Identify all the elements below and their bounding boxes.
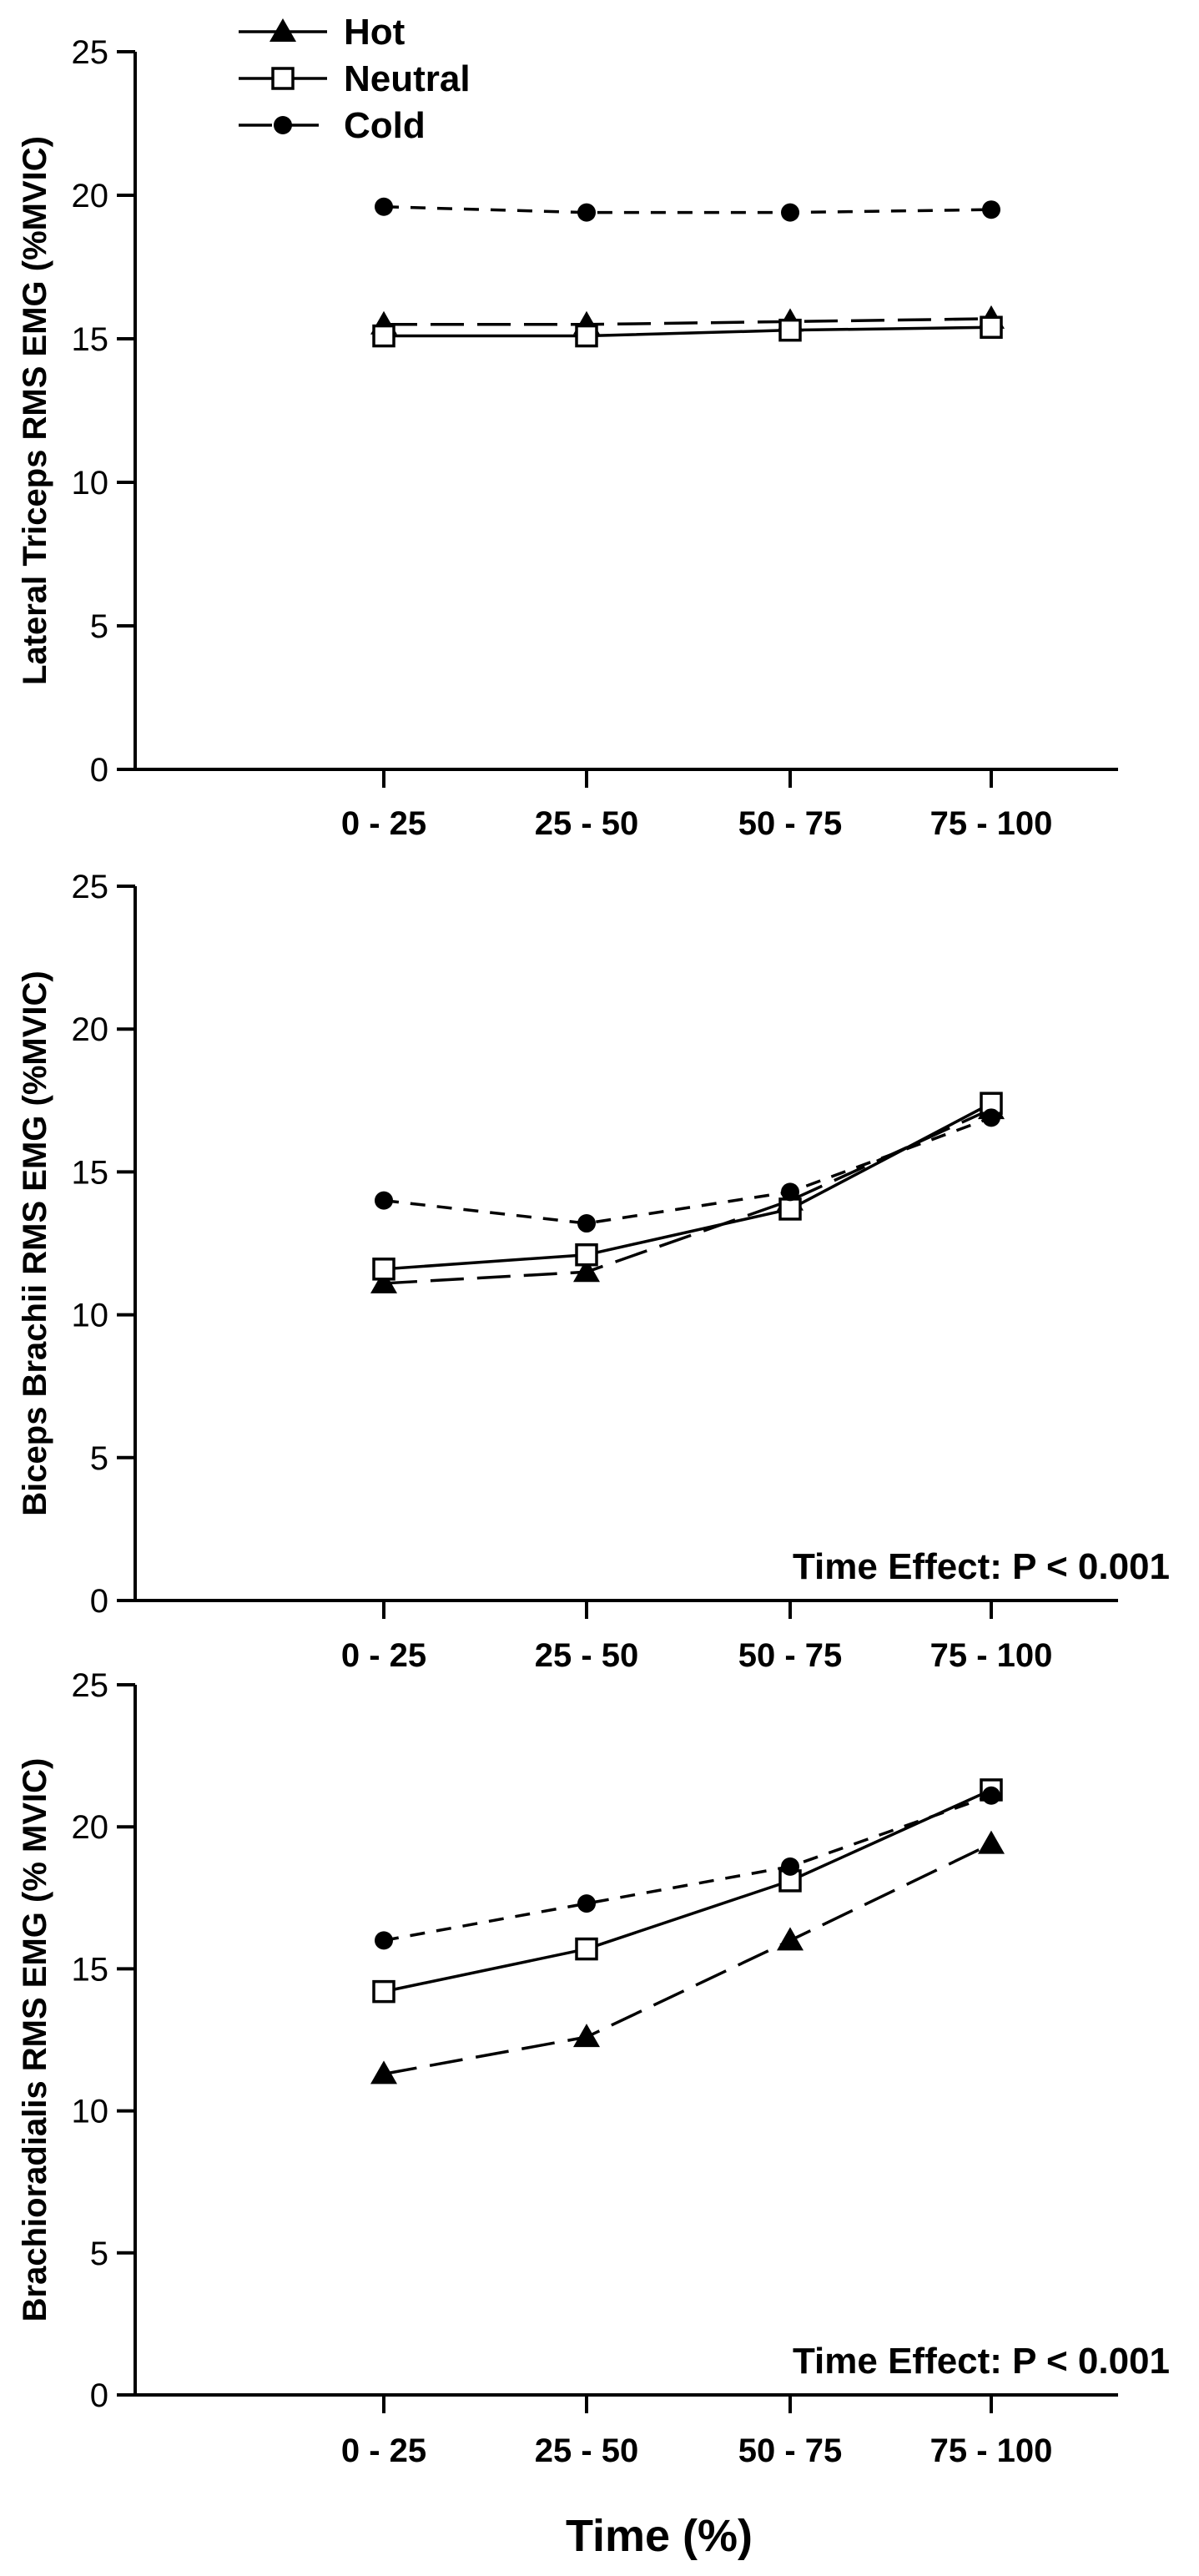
y-tick-label: 15 [72,1154,109,1191]
series-line-cold [383,1794,992,1943]
legend-marker-hot [270,18,296,42]
data-point-neutral [372,324,395,348]
y-axis-title: Biceps Brachii RMS EMG (%MVIC) [17,970,53,1515]
x-tick-label: 25 - 50 [535,805,639,842]
x-axis-title: Time (%) [566,2511,753,2561]
data-point-cold [982,200,1000,219]
series-line-neutral [383,1788,992,1994]
series-line-neutral [383,1101,992,1271]
y-axis-title: Brachioradialis RMS EMG (% MVIC) [17,1758,53,2322]
data-point-neutral [575,1937,598,1961]
x-tick-label: 0 - 25 [341,805,426,842]
series-neutral [372,315,1003,348]
series-line-neutral [384,325,992,338]
y-tick-label: 20 [72,1011,109,1048]
data-point-cold [375,1191,393,1210]
x-tick-label: 75 - 100 [930,2432,1053,2469]
y-axis-title: Lateral Triceps RMS EMG (%MVIC) [17,136,53,685]
y-tick-label: 10 [72,1298,109,1334]
y-tick-label: 5 [90,608,108,645]
data-point-cold [577,1894,596,1913]
data-point-cold [781,1857,799,1876]
y-tick-label: 25 [72,869,109,905]
series-neutral [372,1091,1003,1281]
y-tick-label: 5 [90,2236,108,2272]
x-tick-label: 50 - 75 [738,2432,843,2469]
data-point-neutral [778,318,802,342]
legend-label-neutral: Neutral [344,58,471,99]
data-point-cold [781,1182,799,1202]
y-tick-label: 0 [90,1583,108,1620]
data-point-hot [978,1830,1005,1854]
data-point-cold [577,1214,596,1233]
data-point-neutral [778,1197,802,1221]
data-point-neutral [980,315,1003,339]
legend-entry-neutral: Neutral [239,58,471,99]
x-tick-label: 25 - 50 [535,1637,639,1674]
x-tick-label: 50 - 75 [738,1637,843,1674]
series-hot [370,1830,1005,2084]
y-tick-label: 20 [72,1809,109,1846]
data-point-cold [982,1786,1000,1805]
time-effect-annotation: Time Effect: P < 0.001 [793,1546,1170,1587]
x-tick-label: 0 - 25 [341,1637,426,1674]
data-point-cold [781,203,799,222]
y-tick-label: 5 [90,1440,108,1477]
data-point-neutral [372,1979,395,2004]
series-neutral [372,1778,1003,2004]
data-point-cold [577,203,596,222]
legend-marker-neutral [271,67,295,90]
chart-panel-3: 0 5 10 15 20 25 0 - 25 25 - 50 50 - 75 75 - 100 Br… [17,1667,1170,2561]
y-tick-label: 15 [72,1951,109,1988]
y-tick-label: 25 [72,1667,109,1704]
series-hot [370,305,1005,335]
data-point-cold [982,1108,1000,1127]
legend-marker-cold [274,116,292,134]
data-point-hot [370,2060,397,2084]
series-line-cold [383,205,992,214]
time-effect-annotation: Time Effect: P < 0.001 [793,2341,1170,2382]
legend-entry-cold: Cold [239,105,426,146]
legend-entry-hot: Hot [239,12,406,53]
series-line-hot [383,1107,992,1285]
x-tick-label: 75 - 100 [930,805,1053,842]
chart-panel-2: 0 5 10 15 20 25 0 - 25 25 - 50 50 - 75 75 - 100 Bi… [17,869,1170,1674]
y-tick-label: 10 [72,465,109,502]
x-tick-label: 75 - 100 [930,1637,1053,1674]
x-tick-label: 25 - 50 [535,2432,639,2469]
y-tick-label: 10 [72,2094,109,2130]
data-point-cold [375,197,393,216]
series-line-cold [383,1116,992,1225]
data-point-hot [777,1927,804,1951]
series-line-hot [383,1843,992,2076]
series-line-hot [384,317,992,326]
y-tick-label: 0 [90,2377,108,2414]
series-cold [375,197,1000,222]
legend: Hot Neutral Cold [239,12,471,146]
data-point-neutral [575,1243,598,1267]
chart-panel-1: 0 5 10 15 20 25 0 - 25 25 - 50 50 - 75 75 - 100 La… [17,34,1118,842]
data-point-neutral [372,1258,395,1281]
legend-label-hot: Hot [344,12,406,53]
y-tick-label: 0 [90,752,108,789]
series-cold [375,1108,1000,1233]
series-cold [375,1786,1000,1950]
y-tick-label: 15 [72,321,109,358]
x-tick-label: 0 - 25 [341,2432,426,2469]
data-point-hot [573,1258,600,1283]
data-point-hot [573,2024,600,2048]
data-point-cold [375,1931,393,1950]
data-point-hot [370,1269,397,1293]
data-point-neutral [575,324,598,348]
legend-label-cold: Cold [344,105,426,146]
x-tick-label: 50 - 75 [738,805,843,842]
y-tick-label: 20 [72,178,109,214]
y-tick-label: 25 [72,34,109,71]
